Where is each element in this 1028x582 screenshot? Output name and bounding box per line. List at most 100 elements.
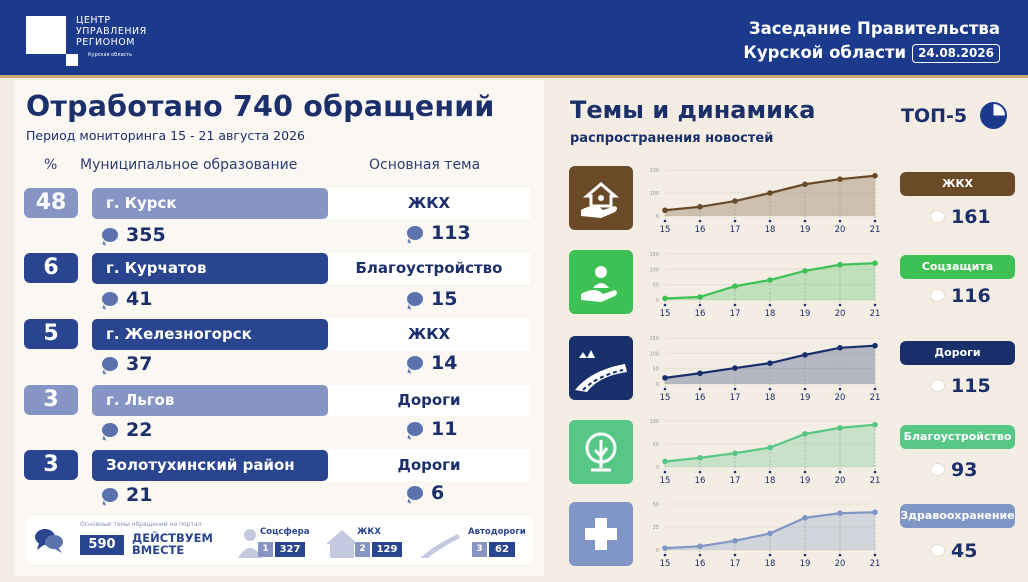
x-tick-label: 21 (870, 309, 881, 319)
x-tick-label: 21 (870, 225, 881, 235)
comment-icon (407, 356, 423, 370)
meeting-title: Заседание Правительства Курской области 2… (743, 19, 1000, 63)
topic-count: 115 (930, 375, 991, 397)
data-point (802, 352, 808, 358)
x-tick-dot (698, 470, 702, 474)
comment-icon (102, 357, 118, 371)
data-point (697, 294, 703, 300)
data-point (837, 425, 843, 431)
x-tick-dot (768, 387, 772, 391)
x-tick-dot (733, 470, 737, 474)
x-tick-dot (768, 219, 772, 223)
x-tick-dot (663, 553, 667, 557)
comment-icon (102, 292, 118, 306)
house-hand-icon (569, 166, 633, 230)
data-point (697, 370, 703, 377)
x-tick-label: 19 (800, 393, 811, 403)
data-point (767, 190, 773, 196)
x-tick-dot (768, 470, 772, 474)
muni-name: Золотухинский район (92, 450, 328, 481)
portal-brand: ДЕЙСТВУЕМ ВМЕСТЕ (132, 531, 213, 557)
x-tick-dot (803, 387, 807, 391)
data-point (767, 444, 773, 451)
portal-topic-label: Соцсфера (260, 527, 310, 537)
x-tick-label: 20 (835, 559, 846, 569)
x-tick-label: 16 (695, 393, 706, 403)
col-header-muni: Муниципальное образование (80, 157, 298, 173)
portal-topic-count: 62 (489, 542, 515, 557)
dynamics-title: Темы и динамика (570, 96, 816, 124)
topic-count: 45 (930, 540, 977, 562)
x-tick-label: 17 (730, 225, 741, 235)
page-title: Отработано 740 обращений (26, 90, 495, 123)
muni-count: 355 (102, 224, 166, 246)
chart-zdravoohranenie: 0 25 50 15 16 17 18 19 20 21 (653, 502, 881, 569)
period-text: Период мониторинга 15 - 21 августа 2026 (26, 128, 305, 143)
date-badge: 24.08.2026 (912, 44, 1000, 63)
x-tick-dot (663, 303, 667, 307)
x-tick-label: 17 (730, 559, 741, 569)
topic-count: 116 (930, 285, 991, 307)
portal-total: 590 (80, 535, 124, 555)
y-tick-label: 50 (653, 502, 659, 508)
data-point (802, 181, 808, 188)
chat-bubbles-icon (35, 529, 63, 553)
x-tick-label: 17 (730, 309, 741, 319)
data-point (662, 207, 668, 214)
muni-count: 22 (102, 419, 152, 441)
x-tick-label: 17 (730, 393, 741, 403)
x-tick-dot (698, 387, 702, 391)
y-tick-label: 100 (649, 351, 659, 357)
x-tick-dot (838, 303, 842, 307)
comment-icon (930, 210, 945, 223)
topic-count: 93 (930, 459, 977, 481)
x-tick-label: 18 (765, 476, 776, 486)
data-point (872, 172, 878, 179)
x-tick-label: 18 (765, 225, 776, 235)
y-tick-label: 100 (649, 191, 659, 197)
muni-name: г. Курск (92, 188, 328, 219)
muni-name: г. Льгов (92, 385, 328, 416)
chart-soczashita: 0 50 100 150 15 16 17 18 19 20 21 (649, 252, 881, 319)
x-tick-label: 21 (870, 559, 881, 569)
series-area (665, 175, 875, 216)
x-tick-dot (838, 553, 842, 557)
comment-icon (930, 463, 945, 476)
pct-badge: 3 (24, 385, 78, 415)
y-tick-label: 0 (656, 382, 659, 388)
x-tick-label: 20 (835, 393, 846, 403)
theme-name: ЖКХ (328, 319, 530, 350)
x-tick-dot (768, 303, 772, 307)
data-point (697, 455, 703, 461)
x-tick-dot (768, 553, 772, 557)
theme-count: 15 (407, 288, 457, 310)
y-tick-label: 25 (653, 525, 659, 531)
x-tick-label: 18 (765, 559, 776, 569)
x-tick-dot (803, 553, 807, 557)
x-tick-label: 16 (695, 559, 706, 569)
data-point (732, 450, 738, 456)
comment-icon (102, 423, 118, 437)
tree-icon (569, 420, 633, 484)
data-point (697, 543, 703, 550)
pie-chart-icon (980, 102, 1007, 129)
x-tick-label: 18 (765, 309, 776, 319)
x-tick-dot (803, 303, 807, 307)
x-tick-dot (733, 553, 737, 557)
data-point (837, 176, 843, 182)
x-tick-dot (803, 219, 807, 223)
data-point (732, 198, 738, 204)
comment-icon (930, 544, 945, 557)
data-point (732, 365, 738, 371)
medical-cross-icon (569, 502, 633, 566)
x-tick-dot (873, 219, 877, 223)
x-tick-label: 21 (870, 476, 881, 486)
x-tick-dot (733, 387, 737, 391)
portal-summary-bar: Основные темы обращений на портал 590 ДЕ… (26, 516, 532, 564)
data-point (697, 204, 703, 210)
data-point (662, 458, 668, 465)
header: ЦЕНТР УПРАВЛЕНИЯ РЕГИОНОМ Курская област… (0, 0, 1028, 78)
data-point (872, 342, 878, 349)
topic-count: 161 (930, 206, 991, 228)
top5-label: ТОП-5 (901, 105, 968, 127)
